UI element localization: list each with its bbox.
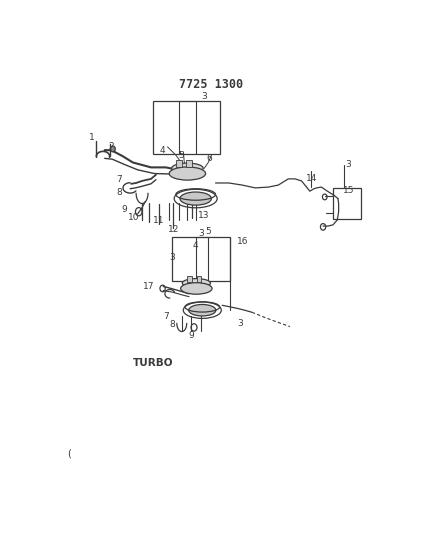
Text: 12: 12 [167, 225, 178, 234]
Text: (: ( [67, 449, 71, 459]
Text: 14: 14 [305, 174, 317, 183]
Text: 4: 4 [159, 146, 165, 155]
Text: 9: 9 [188, 331, 194, 340]
Bar [171, 237, 229, 281]
Bar [332, 188, 360, 219]
Circle shape [110, 146, 115, 152]
Ellipse shape [169, 167, 205, 180]
Text: 6: 6 [206, 154, 211, 163]
Text: 15: 15 [343, 186, 354, 195]
Text: 8: 8 [116, 188, 122, 197]
Text: 17: 17 [143, 282, 154, 291]
Ellipse shape [182, 279, 210, 288]
Text: 3: 3 [344, 160, 350, 169]
Text: 2: 2 [108, 142, 114, 150]
Text: 16: 16 [236, 237, 248, 246]
Text: 5: 5 [178, 150, 183, 159]
Text: 7725 1300: 7725 1300 [179, 78, 243, 91]
Ellipse shape [179, 192, 211, 205]
Ellipse shape [171, 163, 203, 173]
Text: 3: 3 [201, 92, 206, 101]
Ellipse shape [180, 282, 212, 294]
Bar [176, 160, 181, 167]
Bar [196, 276, 201, 282]
Ellipse shape [188, 304, 216, 316]
Text: 9: 9 [121, 205, 127, 214]
Text: 13: 13 [198, 211, 209, 220]
Text: 3: 3 [237, 319, 243, 328]
Text: 7: 7 [163, 312, 169, 321]
Text: 1: 1 [88, 133, 94, 142]
Text: 5: 5 [205, 227, 210, 236]
Bar [186, 160, 191, 167]
Text: 8: 8 [169, 320, 174, 329]
Text: 7: 7 [116, 175, 122, 184]
Bar [187, 276, 192, 282]
Text: 3: 3 [169, 253, 174, 262]
Text: 4: 4 [193, 241, 198, 250]
Text: 11: 11 [153, 216, 164, 225]
Text: 3: 3 [198, 229, 204, 238]
Text: 10: 10 [127, 213, 139, 222]
Bar [153, 101, 220, 154]
Text: TURBO: TURBO [132, 358, 173, 368]
